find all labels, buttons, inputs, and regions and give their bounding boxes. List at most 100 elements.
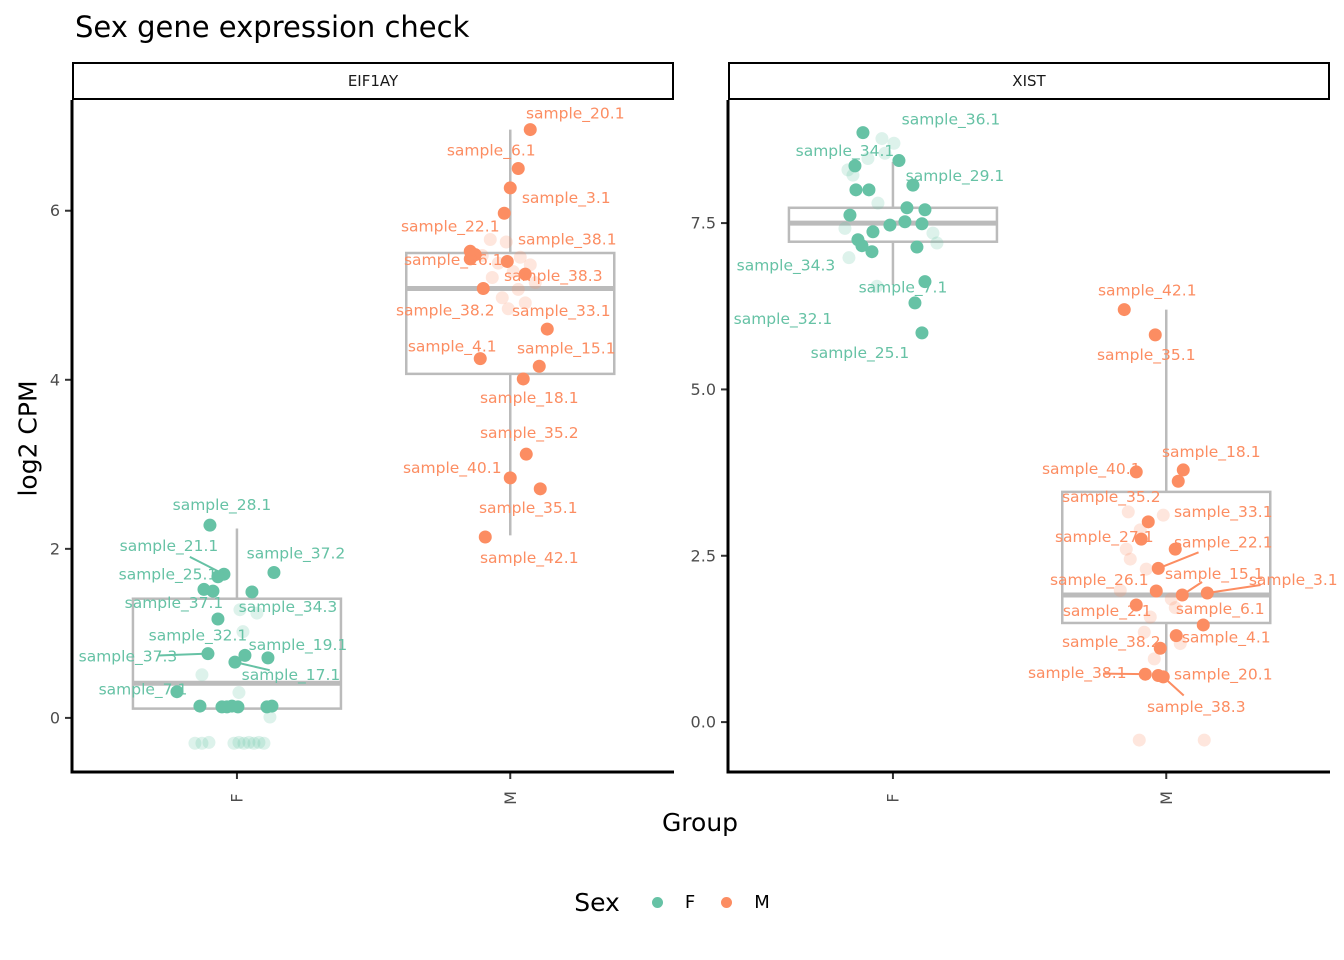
data-point-faint[interactable]: [506, 265, 520, 279]
data-point[interactable]: [238, 648, 252, 662]
data-point-faint[interactable]: [1139, 562, 1153, 576]
data-point[interactable]: [843, 208, 857, 222]
data-point[interactable]: [849, 183, 863, 197]
data-point-faint[interactable]: [870, 279, 884, 293]
data-point[interactable]: [1117, 303, 1131, 317]
data-point-faint[interactable]: [485, 271, 499, 285]
data-point[interactable]: [1168, 542, 1182, 556]
data-point-faint[interactable]: [195, 668, 209, 682]
data-point[interactable]: [170, 685, 184, 699]
data-point[interactable]: [473, 352, 487, 366]
data-point[interactable]: [892, 154, 906, 168]
data-point-faint[interactable]: [188, 736, 202, 750]
data-point-faint[interactable]: [1147, 652, 1161, 666]
data-point[interactable]: [500, 254, 514, 268]
data-point-faint[interactable]: [518, 296, 532, 310]
data-point[interactable]: [918, 275, 932, 289]
data-point[interactable]: [898, 215, 912, 229]
data-point-faint[interactable]: [1137, 625, 1151, 639]
data-point-faint[interactable]: [232, 735, 246, 749]
data-point[interactable]: [523, 123, 537, 137]
data-point[interactable]: [519, 447, 533, 461]
data-point[interactable]: [862, 183, 876, 197]
data-point[interactable]: [1141, 515, 1155, 529]
data-point-faint[interactable]: [875, 132, 889, 146]
legend-item-f[interactable]: F: [651, 892, 695, 913]
data-point[interactable]: [1169, 629, 1183, 643]
data-point[interactable]: [245, 585, 259, 599]
data-point[interactable]: [908, 296, 922, 310]
data-point-faint[interactable]: [257, 736, 271, 750]
data-point-faint[interactable]: [250, 606, 264, 620]
data-point-faint[interactable]: [1197, 733, 1211, 747]
data-point-faint[interactable]: [838, 221, 852, 235]
data-point[interactable]: [900, 201, 914, 215]
data-point-faint[interactable]: [247, 736, 261, 750]
data-point[interactable]: [856, 126, 870, 140]
data-point-faint[interactable]: [511, 282, 525, 296]
data-point-faint[interactable]: [871, 196, 885, 210]
data-point-faint[interactable]: [887, 136, 901, 150]
data-point[interactable]: [865, 245, 879, 259]
data-point-faint[interactable]: [227, 736, 241, 750]
data-point-faint[interactable]: [1119, 542, 1133, 556]
data-point-faint[interactable]: [232, 686, 246, 700]
data-point[interactable]: [1148, 328, 1162, 342]
data-point-faint[interactable]: [501, 302, 515, 316]
data-point-faint[interactable]: [926, 226, 940, 240]
data-point[interactable]: [915, 326, 929, 340]
data-point-faint[interactable]: [1168, 601, 1182, 615]
data-point-faint[interactable]: [242, 735, 256, 749]
data-point-faint[interactable]: [195, 736, 209, 750]
data-point-faint[interactable]: [1143, 610, 1157, 624]
data-point[interactable]: [532, 359, 546, 373]
data-point[interactable]: [883, 218, 897, 232]
data-point[interactable]: [906, 178, 920, 192]
data-point-faint[interactable]: [202, 735, 216, 749]
data-point-faint[interactable]: [236, 625, 250, 639]
data-point[interactable]: [918, 203, 932, 217]
data-point[interactable]: [848, 159, 862, 173]
data-point-faint[interactable]: [483, 232, 497, 246]
data-point[interactable]: [476, 281, 490, 295]
data-point[interactable]: [1196, 618, 1210, 632]
data-point[interactable]: [1176, 463, 1190, 477]
data-point[interactable]: [518, 267, 532, 281]
data-point[interactable]: [261, 651, 275, 665]
data-point-faint[interactable]: [1156, 508, 1170, 522]
data-point-faint[interactable]: [878, 146, 892, 160]
data-point[interactable]: [540, 322, 554, 336]
legend-item-m[interactable]: M: [721, 892, 770, 913]
data-point[interactable]: [231, 700, 245, 714]
data-point[interactable]: [516, 372, 530, 386]
data-point[interactable]: [265, 699, 279, 713]
data-point[interactable]: [463, 252, 477, 266]
data-point[interactable]: [478, 530, 492, 544]
data-point[interactable]: [267, 566, 281, 580]
data-point[interactable]: [1134, 532, 1148, 546]
data-point-faint[interactable]: [233, 603, 247, 617]
data-point-faint[interactable]: [263, 710, 277, 724]
data-point[interactable]: [193, 699, 207, 713]
data-point-faint[interactable]: [495, 291, 509, 305]
data-point[interactable]: [1149, 584, 1163, 598]
data-point-faint[interactable]: [1113, 583, 1127, 597]
data-point-faint[interactable]: [528, 276, 542, 290]
data-point[interactable]: [866, 225, 880, 239]
data-point-faint[interactable]: [930, 236, 944, 250]
data-point-faint[interactable]: [842, 251, 856, 265]
data-point-faint[interactable]: [1121, 505, 1135, 519]
data-point-faint[interactable]: [513, 250, 527, 264]
data-point[interactable]: [503, 471, 517, 485]
data-point[interactable]: [503, 181, 517, 195]
data-point[interactable]: [206, 584, 220, 598]
data-point[interactable]: [211, 612, 225, 626]
data-point[interactable]: [533, 482, 547, 496]
data-point-faint[interactable]: [861, 152, 875, 166]
data-point-faint[interactable]: [1132, 733, 1146, 747]
data-point[interactable]: [910, 240, 924, 254]
data-point[interactable]: [497, 206, 511, 220]
data-point[interactable]: [203, 518, 217, 532]
data-point-faint[interactable]: [237, 736, 251, 750]
data-point[interactable]: [1171, 474, 1185, 488]
